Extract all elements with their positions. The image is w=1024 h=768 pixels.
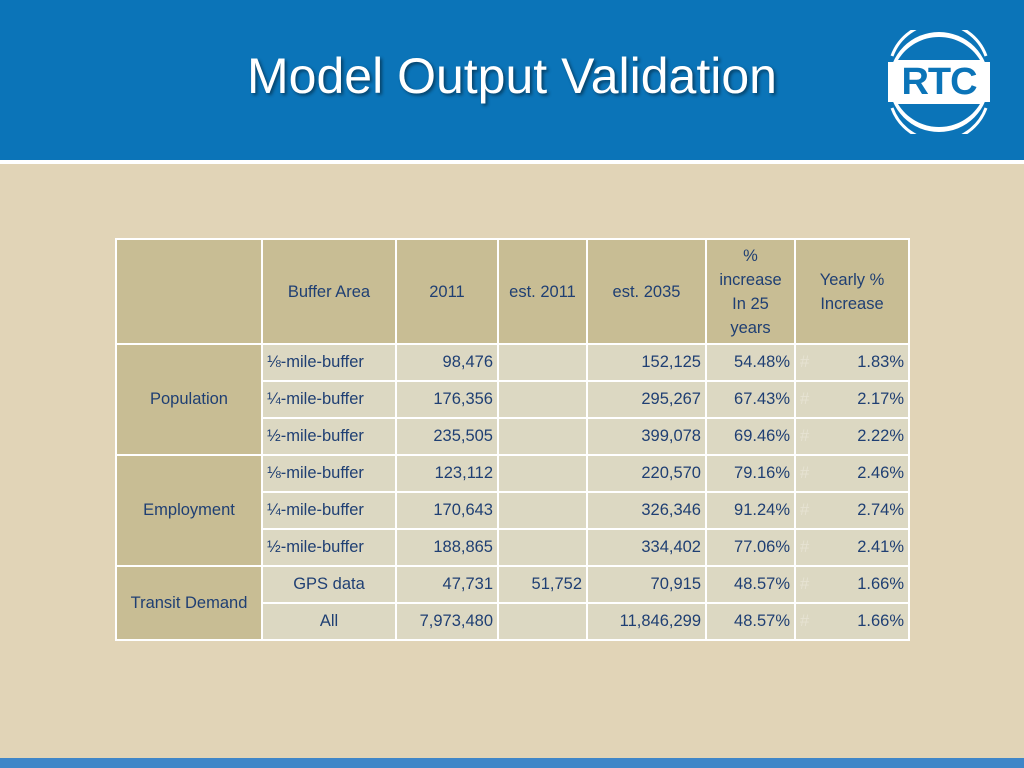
est-2035-cell: 220,570 [586,454,707,493]
group-label: Transit Demand [115,565,263,641]
value-2011-cell: 98,476 [395,343,499,382]
est-2011-cell: 51,752 [497,565,588,604]
header-2011: 2011 [395,238,499,345]
table-row: Employment ⅛-mile-buffer 123,112 220,570 79.… [115,454,910,567]
value-2011-cell: 123,112 [395,454,499,493]
est-2035-cell: 152,125 [586,343,707,382]
overflow-mark: # [800,612,810,630]
yearly-increase-cell: #2.17% [794,380,910,419]
slide-title: Model Output Validation [247,48,777,104]
value-2011-cell: 188,865 [395,528,499,567]
pct-increase-cell: 69.46% [705,417,796,456]
buffer-area-cell: All [261,602,397,641]
header-pct-increase-25: % increase In 25 years [705,238,796,345]
table-header-row: Buffer Area 2011 est. 2011 est. 2035 % i… [115,238,910,345]
buffer-area-cell: ⅛-mile-buffer [261,454,397,493]
pct-increase-cell: 77.06% [705,528,796,567]
overflow-mark: # [800,464,810,482]
yearly-value: 2.74% [857,501,904,519]
yearly-increase-cell: #1.83% [794,343,910,382]
est-2035-cell: 399,078 [586,417,707,456]
group-label: Employment [115,454,263,567]
pct-increase-cell: 48.57% [705,602,796,641]
header-cell-blank [115,238,263,345]
yearly-value: 1.66% [857,612,904,630]
yearly-value: 2.46% [857,464,904,482]
yearly-increase-cell: #2.46% [794,454,910,493]
buffer-area-cell: ¼-mile-buffer [261,380,397,419]
est-2011-cell [497,343,588,382]
est-2011-cell [497,602,588,641]
value-2011-cell: 170,643 [395,491,499,530]
footer-bar [0,758,1024,768]
pct-increase-cell: 54.48% [705,343,796,382]
est-2035-cell: 11,846,299 [586,602,707,641]
logo-text: RTC [901,61,977,103]
yearly-increase-cell: #2.22% [794,417,910,456]
header-yearly-increase: Yearly % Increase [794,238,910,345]
buffer-area-cell: GPS data [261,565,397,604]
overflow-mark: # [800,538,810,556]
group-label: Population [115,343,263,456]
yearly-value: 1.66% [857,575,904,593]
est-2035-cell: 295,267 [586,380,707,419]
table-row: ½-mile-buffer 235,505 399,078 69.46% #2.22% [116,417,910,456]
est-2011-cell [497,528,588,567]
overflow-mark: # [800,575,810,593]
est-2035-cell: 70,915 [586,565,707,604]
value-2011-cell: 176,356 [395,380,499,419]
pct-increase-cell: 67.43% [705,380,796,419]
pct-increase-cell: 91.24% [705,491,796,530]
pct-increase-cell: 48.57% [705,565,796,604]
yearly-value: 1.83% [857,353,904,371]
yearly-value: 2.41% [857,538,904,556]
yearly-value: 2.17% [857,390,904,408]
yearly-increase-cell: #2.41% [794,528,910,567]
pct-increase-cell: 79.16% [705,454,796,493]
est-2011-cell [497,454,588,493]
header-est-2035: est. 2035 [586,238,707,345]
yearly-increase-cell: #2.74% [794,491,910,530]
value-2011-cell: 47,731 [395,565,499,604]
yearly-value: 2.22% [857,427,904,445]
header-est-2011: est. 2011 [497,238,588,345]
buffer-area-cell: ¼-mile-buffer [261,491,397,530]
buffer-area-cell: ⅛-mile-buffer [261,343,397,382]
value-2011-cell: 235,505 [395,417,499,456]
overflow-mark: # [800,501,810,519]
est-2035-cell: 326,346 [586,491,707,530]
est-2035-cell: 334,402 [586,528,707,567]
table-row: ¼-mile-buffer 176,356 295,267 67.43% #2.17% [116,380,910,419]
table-row: Transit Demand GPS data 47,731 51,752 70,915… [115,565,910,641]
est-2011-cell [497,417,588,456]
table-row: Population ⅛-mile-buffer 98,476 152,125 54.4… [115,343,910,456]
header-buffer-area: Buffer Area [261,238,397,345]
buffer-area-cell: ½-mile-buffer [261,417,397,456]
rtc-logo: RTC [884,21,994,143]
buffer-area-cell: ½-mile-buffer [261,528,397,567]
yearly-increase-cell: #1.66% [794,565,910,604]
table-row: ½-mile-buffer 188,865 334,402 77.06% #2.41% [116,528,910,567]
est-2011-cell [497,380,588,419]
validation-table: Buffer Area 2011 est. 2011 est. 2035 % i… [115,238,910,641]
slide-header: Model Output Validation RTC [0,0,1024,164]
overflow-mark: # [800,390,810,408]
table-row: All 7,973,480 11,846,299 48.57% #1.66% [116,602,910,641]
overflow-mark: # [800,427,810,445]
overflow-mark: # [800,353,810,371]
table-row: ¼-mile-buffer 170,643 326,346 91.24% #2.74% [116,491,910,530]
value-2011-cell: 7,973,480 [395,602,499,641]
rtc-logo-icon [888,21,990,143]
est-2011-cell [497,491,588,530]
yearly-increase-cell: #1.66% [794,602,910,641]
